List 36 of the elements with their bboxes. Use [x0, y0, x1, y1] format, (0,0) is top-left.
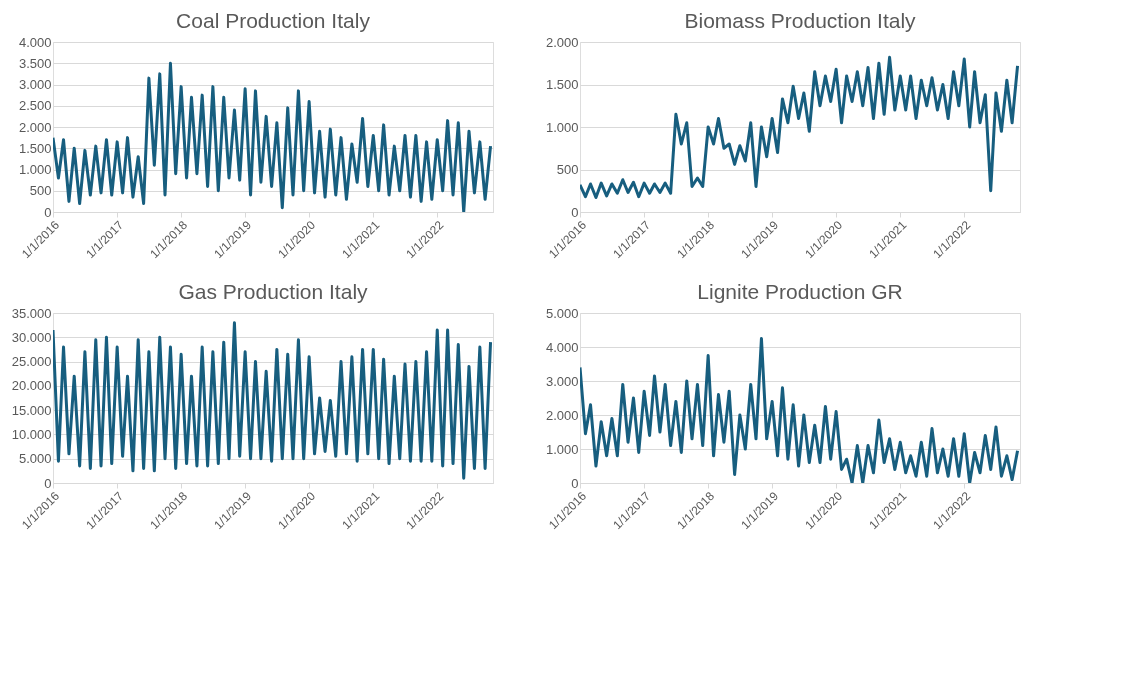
chart-title: Coal Production Italy	[176, 9, 371, 32]
line-series	[580, 337, 1020, 483]
y-tick-label: 0	[571, 475, 579, 491]
y-tick-label: 5.000	[18, 451, 52, 467]
y-tick-label: 0	[44, 475, 52, 491]
chart-title: Gas Production Italy	[178, 280, 369, 303]
y-tick-label: 35.000	[11, 305, 52, 321]
y-tick-label: 1.000	[545, 441, 579, 457]
line-series	[53, 321, 493, 480]
y-tick-label: 5.000	[545, 305, 579, 321]
y-tick-label: 1.000	[18, 162, 52, 177]
y-tick-label: 2.000	[545, 34, 579, 50]
y-tick-label: 10.000	[11, 426, 52, 442]
y-tick-label: 20.000	[11, 378, 52, 394]
y-tick-label: 0	[571, 204, 579, 220]
y-tick-label: 1.000	[545, 119, 579, 135]
y-tick-label: 1.500	[18, 140, 52, 156]
y-tick-label: 3.000	[18, 77, 52, 92]
y-tick-label: 3.000	[545, 373, 579, 389]
y-tick-label: 25.000	[11, 354, 52, 370]
y-tick-label: 2.500	[18, 98, 52, 114]
y-tick-label: 0	[44, 204, 52, 220]
chart-title: Biomass Production Italy	[684, 9, 917, 32]
y-tick-label: 1.500	[545, 77, 579, 92]
y-tick-label: 4.000	[545, 339, 579, 355]
y-tick-label: 3.500	[18, 55, 52, 71]
line-series	[580, 55, 1020, 200]
y-tick-label: 4.000	[18, 34, 52, 50]
y-tick-label: 15.000	[11, 402, 52, 418]
line-series	[53, 61, 493, 212]
y-tick-label: 500	[29, 183, 52, 199]
y-tick-label: 2.000	[18, 119, 52, 135]
y-tick-label: 2.000	[545, 407, 579, 423]
chart-title: Lignite Production GR	[697, 280, 903, 303]
y-tick-label: 30.000	[11, 329, 52, 345]
y-tick-label: 500	[556, 162, 579, 177]
